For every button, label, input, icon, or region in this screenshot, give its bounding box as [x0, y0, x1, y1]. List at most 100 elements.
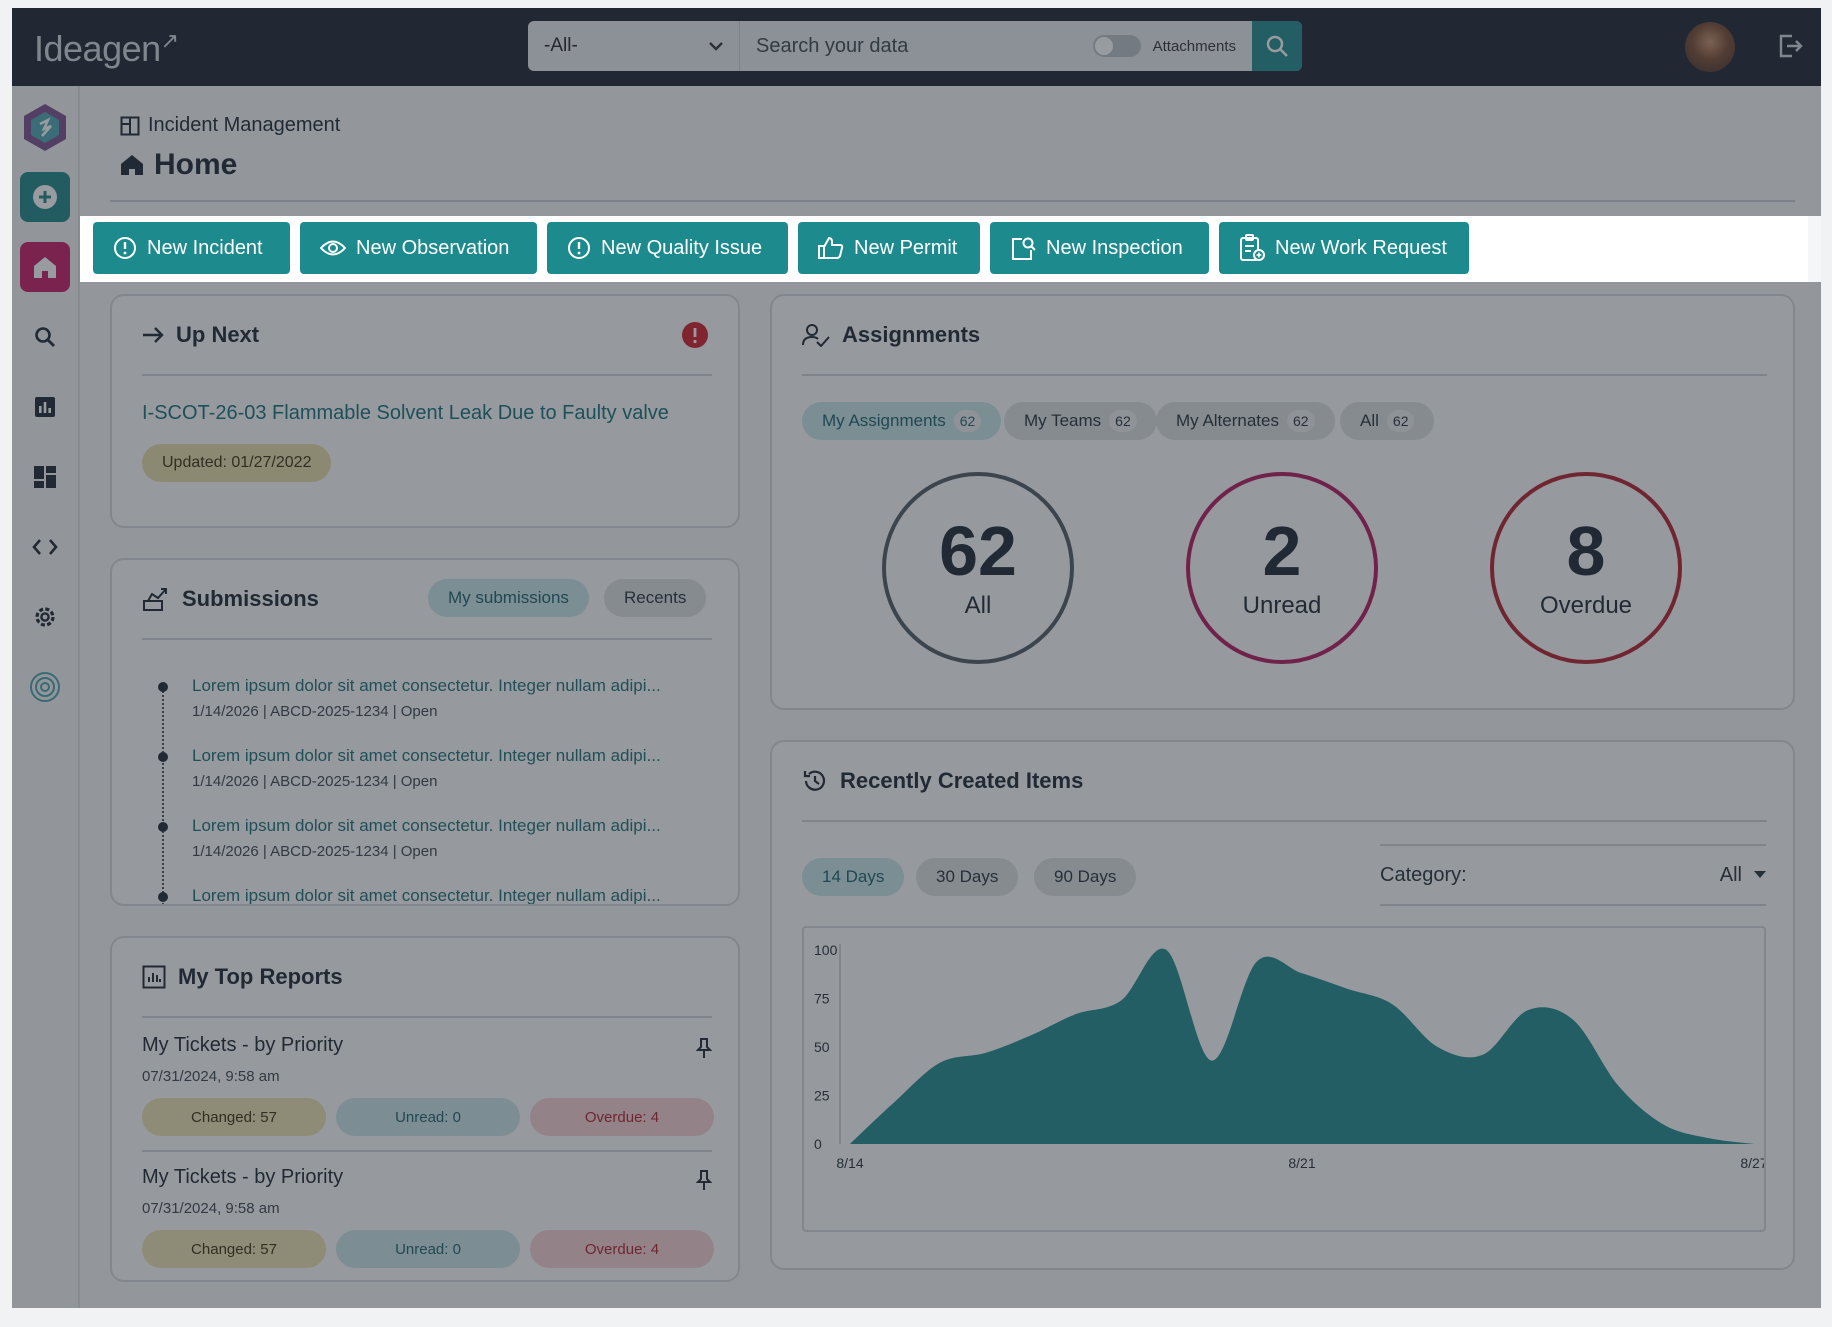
tab-label: My Teams — [1024, 411, 1102, 430]
updated-badge: Updated: 01/27/2022 — [142, 444, 332, 482]
alert-circle-icon — [568, 237, 590, 259]
new-permit-label: New Permit — [854, 236, 958, 259]
assignments-card: Assignments My Assignments 62 My Teams 62 … — [770, 294, 1795, 710]
range-30-days[interactable]: 30 Days — [916, 858, 1019, 896]
tab-label: My Assignments — [822, 411, 946, 430]
top-bar: Ideagen↗ -All- Search your data Attachme… — [12, 8, 1821, 86]
clipboard-icon — [1240, 234, 1265, 261]
logout-button[interactable] — [1776, 32, 1804, 65]
new-inspection-button[interactable]: New Inspection — [990, 222, 1209, 274]
breadcrumb[interactable]: Incident Management — [120, 114, 340, 137]
stat-all[interactable]: 62 All — [882, 472, 1074, 664]
quick-actions-bar: New Incident New Observation New Quality… — [80, 216, 1808, 282]
ideagen-logo[interactable]: Ideagen↗ — [34, 28, 179, 69]
sidebar-reports[interactable] — [20, 382, 70, 432]
search-input[interactable]: Search your data Attachments — [740, 21, 1252, 71]
tab-my-alternates[interactable]: My Alternates 62 — [1156, 402, 1335, 440]
submissions-header: Submissions — [142, 586, 319, 612]
alert-circle-icon — [114, 237, 136, 259]
up-next-card: Up Next I-SCOT-26-03 Flammable Solvent L… — [110, 294, 740, 528]
search-placeholder: Search your data — [756, 34, 909, 57]
tab-recents[interactable]: Recents — [604, 579, 707, 617]
user-avatar[interactable] — [1685, 22, 1735, 72]
y-tick-label: 100 — [814, 942, 838, 958]
pin-icon[interactable] — [696, 1037, 712, 1059]
new-incident-button[interactable]: New Incident — [93, 222, 290, 274]
search-scope-value: -All- — [544, 35, 578, 56]
changed-badge: Changed: 57 — [142, 1230, 326, 1268]
area-series[interactable] — [850, 948, 1754, 1144]
timeline-dot — [158, 752, 168, 762]
tab-all[interactable]: All 62 — [1340, 402, 1435, 440]
submission-link[interactable]: Lorem ipsum dolor sit amet consectetur. … — [192, 816, 661, 835]
sidebar-integrations[interactable] — [20, 662, 70, 712]
inspection-icon — [1012, 237, 1036, 260]
x-tick-label: 8/21 — [1288, 1155, 1315, 1171]
range-14-days[interactable]: 14 Days — [802, 858, 905, 896]
divider — [802, 820, 1767, 822]
app-frame: Ideagen↗ -All- Search your data Attachme… — [12, 8, 1821, 1308]
submission-meta: 1/14/2026 | ABCD-2025-1234 | Open — [192, 703, 438, 720]
new-quality-issue-label: New Quality Issue — [601, 236, 763, 259]
category-filter[interactable]: Category: All — [1380, 844, 1766, 906]
category-label: Category: — [1380, 863, 1467, 886]
search-scope-select[interactable]: -All- — [528, 21, 740, 71]
sidebar-settings[interactable] — [20, 592, 70, 642]
new-observation-button[interactable]: New Observation — [300, 222, 537, 274]
thumbs-up-icon — [818, 236, 844, 259]
tab-my-teams[interactable]: My Teams 62 — [1004, 402, 1157, 440]
submissions-title: Submissions — [182, 586, 319, 611]
gear-icon — [35, 607, 55, 627]
timeline-dot — [158, 892, 168, 902]
tab-count: 62 — [1386, 410, 1415, 432]
recent-items-area-chart: 100 75 50 25 0 8/14 8/21 8/27 — [814, 942, 1768, 1171]
tab-my-submissions[interactable]: My submissions — [428, 579, 589, 617]
plus-circle-icon — [33, 185, 57, 209]
stat-label: All — [964, 592, 992, 619]
stat-unread[interactable]: 2 Unread — [1186, 472, 1378, 664]
submission-link[interactable]: Lorem ipsum dolor sit amet consectetur. … — [192, 676, 661, 695]
sidebar-search[interactable] — [20, 312, 70, 362]
stat-label: Overdue — [1539, 592, 1633, 619]
new-permit-button[interactable]: New Permit — [798, 222, 980, 274]
submissions-icon — [143, 588, 167, 611]
top-reports-title: My Top Reports — [178, 964, 343, 989]
sidebar — [12, 86, 80, 1308]
top-reports-card: My Top Reports My Tickets - by Priority … — [110, 936, 740, 1282]
up-next-item-link[interactable]: I-SCOT-26-03 Flammable Solvent Leak Due … — [142, 402, 669, 424]
sidebar-dashboards[interactable] — [20, 452, 70, 502]
pin-icon[interactable] — [696, 1169, 712, 1191]
page-title-text: Home — [154, 148, 238, 181]
recent-items-header: Recently Created Items — [802, 768, 1083, 794]
new-quality-issue-button[interactable]: New Quality Issue — [547, 222, 788, 274]
report-name[interactable]: My Tickets - by Priority — [142, 1034, 344, 1056]
new-work-request-label: New Work Request — [1275, 236, 1447, 259]
x-tick-label: 8/14 — [836, 1155, 863, 1171]
stat-overdue[interactable]: 8 Overdue — [1490, 472, 1682, 664]
sidebar-developer[interactable] — [20, 522, 70, 572]
tab-count: 62 — [1109, 410, 1137, 432]
new-observation-label: New Observation — [356, 236, 510, 259]
dashboard-icon — [34, 466, 56, 488]
up-next-title: Up Next — [176, 322, 260, 347]
logout-icon — [1779, 34, 1803, 58]
divider — [142, 1016, 712, 1018]
attachments-toggle[interactable] — [1092, 35, 1141, 57]
sidebar-home[interactable] — [20, 242, 70, 292]
tab-my-assignments[interactable]: My Assignments 62 — [802, 402, 1002, 440]
report-name[interactable]: My Tickets - by Priority — [142, 1166, 344, 1188]
changed-badge: Changed: 57 — [142, 1098, 326, 1136]
timeline-dot — [158, 682, 168, 692]
history-icon — [803, 770, 826, 791]
range-90-days[interactable]: 90 Days — [1034, 858, 1137, 896]
new-work-request-button[interactable]: New Work Request — [1219, 222, 1469, 274]
global-search: -All- Search your data Attachments — [528, 21, 1302, 71]
x-tick-label: 8/27 — [1740, 1155, 1764, 1171]
sidebar-create[interactable] — [20, 172, 70, 222]
search-button[interactable] — [1252, 21, 1302, 71]
submissions-card: Submissions My submissions Recents Lorem… — [110, 558, 740, 906]
app-switcher-logo[interactable] — [20, 102, 70, 152]
submission-link[interactable]: Lorem ipsum dolor sit amet consectetur. … — [192, 886, 661, 905]
tab-count: 62 — [953, 410, 982, 432]
submission-link[interactable]: Lorem ipsum dolor sit amet consectetur. … — [192, 746, 661, 765]
